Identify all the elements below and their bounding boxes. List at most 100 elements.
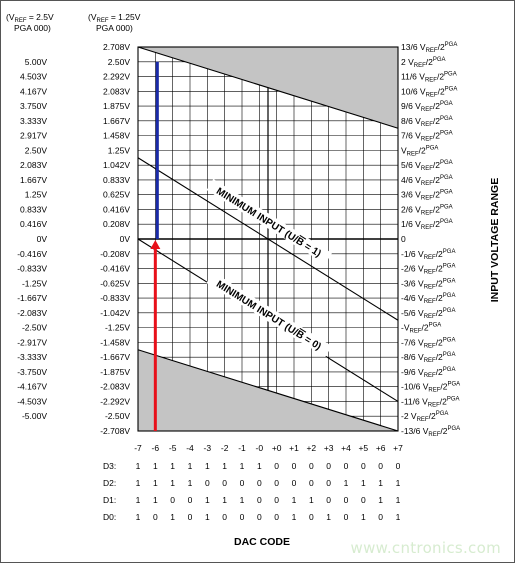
bit-value: 1 bbox=[222, 461, 227, 471]
bit-value: 1 bbox=[136, 495, 141, 505]
left-label-2v5: -2.917V bbox=[17, 337, 47, 347]
bit-value: 0 bbox=[396, 461, 401, 471]
dac-code: +3 bbox=[324, 443, 334, 453]
bit-value: 0 bbox=[344, 461, 349, 471]
right-label: 9/6 VREF/2PGA bbox=[401, 101, 453, 113]
bit-value: 0 bbox=[205, 478, 210, 488]
right-label: -9/6 VREF/2PGA bbox=[401, 367, 455, 379]
bit-value: 0 bbox=[326, 461, 331, 471]
left-label-1v25: -1.042V bbox=[100, 308, 130, 318]
bit-value: 0 bbox=[309, 478, 314, 488]
left-label-1v25: -1.458V bbox=[100, 337, 130, 347]
dac-code: -1 bbox=[238, 443, 246, 453]
bit-value: 0 bbox=[257, 512, 262, 522]
right-axis-title: INPUT VOLTAGE RANGE bbox=[489, 178, 501, 302]
left-label-1v25: 2.708V bbox=[103, 42, 130, 52]
bit-value: 1 bbox=[309, 495, 314, 505]
dac-code: -7 bbox=[134, 443, 142, 453]
dac-code: +1 bbox=[289, 443, 299, 453]
bit-value: 1 bbox=[396, 495, 401, 505]
right-label: -2 VREF/2PGA bbox=[401, 411, 448, 423]
right-label: -7/6 VREF/2PGA bbox=[401, 337, 455, 349]
plot-area: MINIMUM INPUT (U/B = 1)MINIMUM INPUT (U/… bbox=[137, 46, 399, 432]
boundary-top bbox=[137, 46, 399, 129]
left-label-2v5: -2.083V bbox=[17, 308, 47, 318]
bit-value: 0 bbox=[309, 512, 314, 522]
dac-code: -0 bbox=[256, 443, 264, 453]
bit-value: 0 bbox=[378, 512, 383, 522]
left-label-1v25: -2.083V bbox=[100, 382, 130, 392]
left-label-1v25: -0.625V bbox=[100, 278, 130, 288]
bit-value: 0 bbox=[361, 495, 366, 505]
left-label-2v5: 3.750V bbox=[20, 101, 47, 111]
left-label-2v5: 2.083V bbox=[20, 160, 47, 170]
bit-value: 0 bbox=[274, 512, 279, 522]
bit-value: 1 bbox=[136, 478, 141, 488]
bit-value: 0 bbox=[240, 512, 245, 522]
watermark-text: www.cntronics.com bbox=[350, 539, 501, 557]
bit-value: 1 bbox=[222, 495, 227, 505]
left-label-1v25: -1.25V bbox=[105, 323, 130, 333]
right-label: 2 VREF/2PGA bbox=[401, 57, 446, 69]
left-label-2v5: 0V bbox=[37, 234, 48, 244]
dac-code-row: -7 -6 -5 -4 -3 -2 -1 -0 +0 +1 +2 +3 +4 +5 +6 +7 bbox=[134, 443, 403, 453]
left-label-2v5: -2.50V bbox=[22, 323, 47, 333]
bit-value: 0 bbox=[257, 478, 262, 488]
left-label-2v5: -5.00V bbox=[22, 411, 47, 421]
left-label-1v25: -1.667V bbox=[100, 352, 130, 362]
bit-value: 1 bbox=[188, 478, 193, 488]
bit-value: 0 bbox=[170, 495, 175, 505]
left-label-2v5: 5.00V bbox=[25, 57, 48, 67]
bit-value: 0 bbox=[257, 495, 262, 505]
bit-value: 0 bbox=[361, 461, 366, 471]
left-label-2v5: 2.917V bbox=[20, 131, 47, 141]
plot-border bbox=[137, 46, 399, 432]
right-label: -VREF/2PGA bbox=[401, 323, 441, 335]
left-label-1v25: -0.416V bbox=[100, 264, 130, 274]
left-label-1v25: 0.625V bbox=[103, 190, 130, 200]
bit-row-label: D1: bbox=[103, 495, 116, 505]
boundary-bottom bbox=[137, 349, 399, 432]
left-label-2v5: 3.333V bbox=[20, 116, 47, 126]
dac-code: -3 bbox=[204, 443, 212, 453]
left-label-1v25: 2.292V bbox=[103, 72, 130, 82]
right-label: -8/6 VREF/2PGA bbox=[401, 352, 455, 364]
right-label: 1/6 VREF/2PGA bbox=[401, 219, 453, 231]
dac-code: -6 bbox=[152, 443, 160, 453]
right-label: VREF/2PGA bbox=[401, 145, 438, 157]
bit-value: 0 bbox=[378, 461, 383, 471]
bit-value: 0 bbox=[326, 478, 331, 488]
left-label-2v5: 1.25V bbox=[25, 190, 48, 200]
right-label: -2/6 VREF/2PGA bbox=[401, 264, 455, 276]
left-label-2v5: -3.750V bbox=[17, 367, 47, 377]
bit-value: 1 bbox=[136, 512, 141, 522]
right-label: 5/6 VREF/2PGA bbox=[401, 160, 453, 172]
left-label-2v5: -1.667V bbox=[17, 293, 47, 303]
left-label-2v5: 1.667V bbox=[20, 175, 47, 185]
left-label-2v5: -3.333V bbox=[17, 352, 47, 362]
dac-code: +0 bbox=[272, 443, 282, 453]
left-label-1v25: 1.667V bbox=[103, 116, 130, 126]
dac-code: -5 bbox=[169, 443, 177, 453]
right-label: -3/6 VREF/2PGA bbox=[401, 278, 455, 290]
right-label: 4/6 VREF/2PGA bbox=[401, 175, 453, 187]
left-label-1v25: 1.875V bbox=[103, 101, 130, 111]
bit-value: 0 bbox=[240, 478, 245, 488]
bit-value: 1 bbox=[153, 478, 158, 488]
bit-value: 1 bbox=[153, 495, 158, 505]
left-label-2v5: -1.25V bbox=[22, 278, 47, 288]
left-label-1v25: 1.25V bbox=[108, 145, 131, 155]
bit-value: 1 bbox=[361, 478, 366, 488]
left-axis-vref-2v5: 5.00V 4.503V 4.167V 3.750V 3.333V 2.917V 2.50V… bbox=[17, 57, 47, 421]
right-label: 3/6 VREF/2PGA bbox=[401, 190, 453, 202]
bit-value: 1 bbox=[136, 461, 141, 471]
left-label-1v25: -0.833V bbox=[100, 293, 130, 303]
bit-value: 1 bbox=[326, 512, 331, 522]
left-label-2v5: -0.833V bbox=[17, 264, 47, 274]
left-label-1v25: 0.416V bbox=[103, 204, 130, 214]
right-label: 0 bbox=[401, 234, 406, 244]
left-label-2v5: 4.503V bbox=[20, 72, 47, 82]
left-label-1v25: -2.292V bbox=[100, 396, 130, 406]
